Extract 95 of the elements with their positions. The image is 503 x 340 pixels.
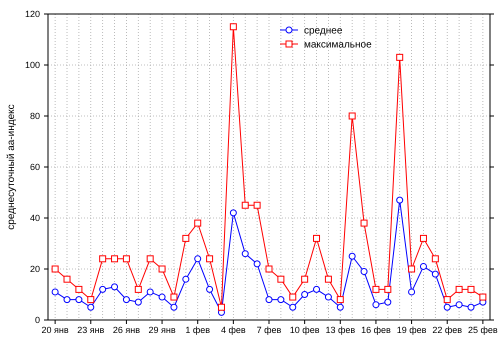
- x-tick-label: 25 фев: [468, 325, 498, 335]
- point: [242, 202, 249, 209]
- x-tick-label: 29 янв: [148, 325, 176, 335]
- point: [99, 255, 106, 262]
- point: [52, 266, 59, 272]
- point: [420, 262, 427, 270]
- point: [194, 220, 202, 227]
- x-tick-label: 13 фев: [325, 325, 356, 335]
- point: [432, 255, 439, 262]
- point: [372, 301, 380, 308]
- x-tick-label: 23 янв: [77, 325, 105, 335]
- point: [479, 294, 486, 301]
- point: [87, 304, 94, 311]
- point: [396, 196, 404, 204]
- point: [254, 202, 261, 209]
- point: [444, 304, 451, 311]
- point: [444, 296, 451, 304]
- point: [134, 298, 142, 306]
- y-tick-label: 0: [34, 315, 40, 326]
- point: [432, 270, 439, 278]
- point: [75, 296, 82, 304]
- point: [218, 304, 225, 311]
- x-tick-label: 7 фев: [256, 325, 282, 335]
- point: [158, 294, 166, 301]
- point: [336, 304, 344, 311]
- legend-label: среднее: [304, 26, 343, 36]
- x-tick-label: 1 фев: [185, 325, 210, 335]
- point: [146, 255, 154, 262]
- point: [289, 294, 296, 301]
- point: [52, 288, 59, 296]
- point: [122, 255, 130, 262]
- point: [456, 301, 463, 308]
- point: [182, 234, 190, 242]
- point: [324, 276, 332, 283]
- point: [87, 296, 94, 304]
- point: [301, 276, 308, 283]
- point: [111, 283, 118, 290]
- point: [372, 286, 380, 293]
- point: [158, 266, 166, 272]
- point: [408, 266, 416, 272]
- x-tick-label: 16 фев: [361, 325, 392, 335]
- point: [360, 220, 368, 227]
- y-tick-label: 40: [30, 213, 40, 224]
- y-tick-label: 20: [30, 264, 40, 274]
- point: [277, 276, 284, 283]
- x-tick-label: 26 янв: [112, 325, 140, 335]
- point: [289, 304, 296, 311]
- point: [254, 260, 261, 268]
- point: [64, 276, 71, 283]
- point: [336, 296, 344, 304]
- point: [348, 252, 356, 260]
- point: [170, 304, 178, 311]
- x-tick-label: 22 фев: [432, 325, 462, 335]
- point: [182, 276, 190, 283]
- point: [313, 234, 320, 242]
- point: [313, 286, 320, 293]
- point: [467, 286, 474, 293]
- legend-label: максимальное: [304, 40, 372, 50]
- point: [266, 266, 272, 272]
- point: [99, 286, 106, 293]
- point: [396, 54, 404, 61]
- point: [266, 296, 272, 304]
- point: [384, 286, 392, 293]
- point: [206, 255, 214, 262]
- x-tick-label: 19 фев: [396, 325, 427, 335]
- point: [242, 250, 249, 258]
- point: [230, 23, 237, 30]
- point: [122, 296, 130, 304]
- point: [360, 268, 368, 276]
- point: [456, 286, 463, 293]
- point: [64, 296, 71, 304]
- point: [170, 294, 178, 301]
- point: [134, 286, 142, 293]
- point: [348, 112, 356, 120]
- point: [230, 209, 237, 216]
- y-tick-label: 100: [24, 60, 40, 70]
- y-axis-title: среднесуточный аа-индекс: [6, 104, 17, 230]
- point: [206, 286, 214, 293]
- point: [75, 286, 82, 293]
- x-tick-label: 20 янв: [42, 325, 69, 335]
- x-tick-label: 4 фев: [221, 325, 246, 335]
- point: [420, 234, 427, 242]
- y-tick-label: 120: [24, 9, 40, 20]
- point: [408, 288, 416, 296]
- y-tick-label: 80: [30, 111, 40, 122]
- x-tick-label: 10 фев: [290, 325, 320, 335]
- point: [111, 255, 118, 262]
- point: [146, 288, 154, 296]
- y-tick-label: 60: [30, 162, 40, 172]
- point: [277, 296, 284, 304]
- point: [467, 304, 474, 311]
- point: [301, 291, 308, 298]
- point: [194, 255, 202, 262]
- point: [384, 298, 392, 306]
- point: [324, 294, 332, 301]
